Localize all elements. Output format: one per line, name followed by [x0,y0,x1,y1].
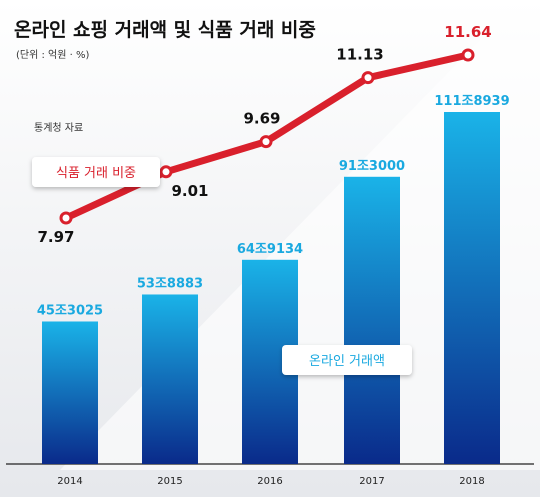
line-label-2018: 11.64 [444,23,491,41]
bar-label-2014: 45조3025 [37,303,103,318]
line-labels: 7.97 9.01 9.69 11.13 11.64 [37,23,491,246]
line-point-2015 [159,165,173,179]
line-point-2016 [259,135,273,149]
legend-line: 식품 거래 비중 [32,157,160,187]
line-point-2018 [461,48,475,62]
x-tick-2017: 2017 [359,476,384,487]
bar-label-2016: 64조9134 [237,242,303,257]
x-tick-2014: 2014 [57,476,82,487]
bar-label-2017: 91조3000 [339,159,405,174]
line-label-2015: 9.01 [171,182,208,200]
x-tick-labels: 2014 2015 2016 2017 2018 [57,476,484,487]
line-label-2014: 7.97 [37,228,74,246]
line-series [59,48,475,225]
line-label-2017: 11.13 [336,46,383,64]
bar-2014 [42,321,98,464]
chart-title: 온라인 쇼핑 거래액 및 식품 거래 비중 [14,19,316,41]
unit-note: (단위 : 억원 · %) [16,48,89,61]
bar-2015 [142,294,198,464]
line-point-2017 [361,71,375,85]
line-label-2016: 9.69 [243,110,280,128]
legend-line-box [32,157,160,187]
bar-2018 [444,112,500,464]
legend-line-label: 식품 거래 비중 [56,166,136,181]
line-point-2014 [59,211,73,225]
bar-2017 [344,176,400,464]
legend-bar: 온라인 거래액 [282,345,412,375]
legend-bar-label: 온라인 거래액 [309,354,385,369]
bar-labels: 45조3025 53조8883 64조9134 91조3000 111조8939 [37,94,510,318]
source-note: 통계청 자료 [34,122,83,134]
x-tick-2016: 2016 [257,476,282,487]
legend-bar-box [282,345,412,375]
x-tick-2015: 2015 [157,476,182,487]
x-tick-2018: 2018 [459,476,484,487]
bar-label-2018: 111조8939 [434,94,509,109]
bar-label-2015: 53조8883 [137,276,203,291]
